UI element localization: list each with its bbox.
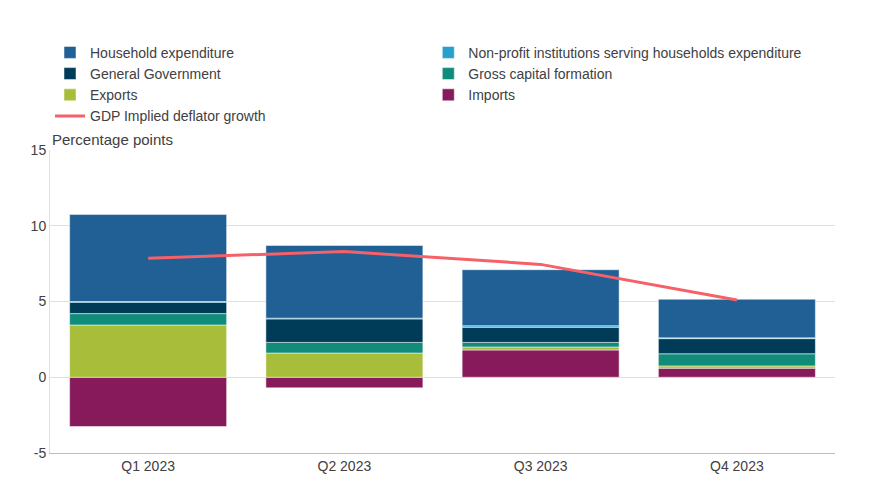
svg-text:Q1 2023: Q1 2023	[121, 458, 175, 474]
svg-text:10: 10	[31, 218, 47, 234]
svg-text:Q4 2023: Q4 2023	[710, 458, 764, 474]
svg-text:Exports: Exports	[90, 87, 137, 103]
svg-text:Gross capital formation: Gross capital formation	[468, 66, 612, 82]
svg-text:Percentage points: Percentage points	[52, 131, 173, 148]
svg-text:Non-profit institutions servin: Non-profit institutions serving househol…	[468, 45, 801, 61]
svg-text:-5: -5	[34, 445, 47, 461]
svg-text:Q2 2023: Q2 2023	[318, 458, 372, 474]
svg-text:Household expenditure: Household expenditure	[90, 45, 234, 61]
svg-text:0: 0	[38, 369, 46, 385]
svg-text:Q3 2023: Q3 2023	[514, 458, 568, 474]
svg-text:Imports: Imports	[468, 87, 515, 103]
svg-text:5: 5	[38, 293, 46, 309]
svg-text:GDP Implied deflator growth: GDP Implied deflator growth	[90, 108, 266, 124]
svg-text:15: 15	[31, 142, 47, 158]
svg-text:General Government: General Government	[90, 66, 221, 82]
